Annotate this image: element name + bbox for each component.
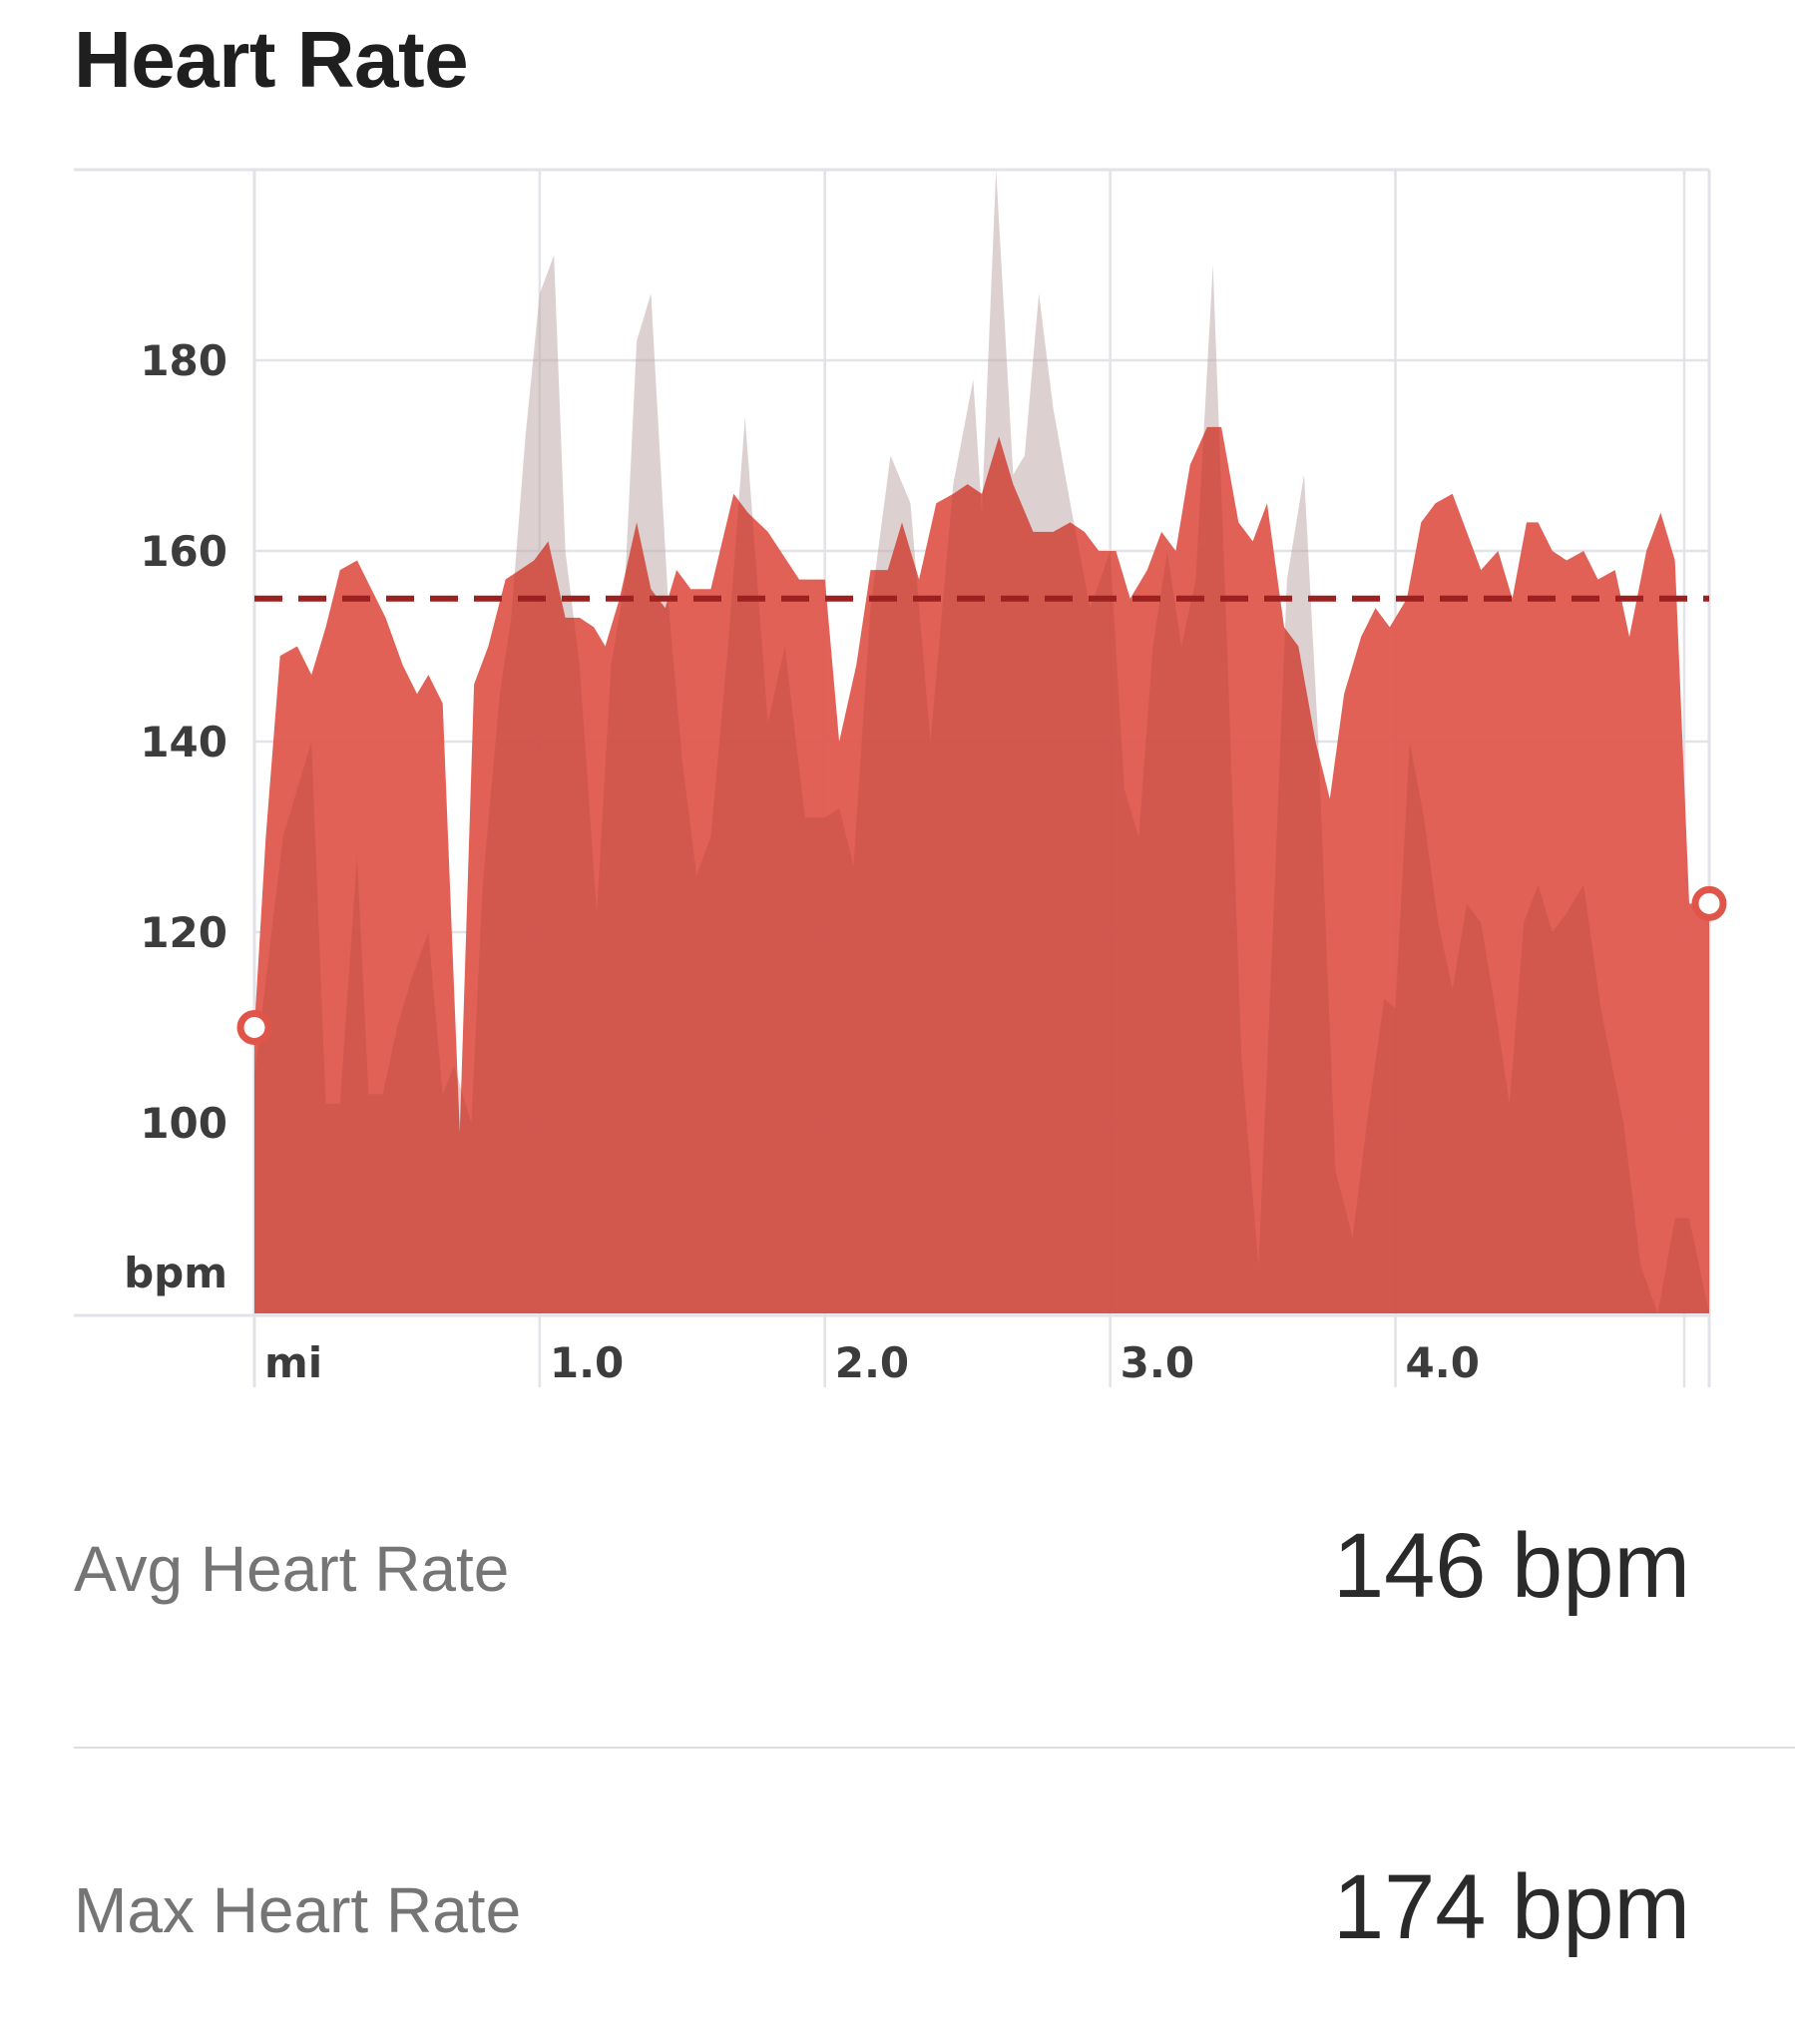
y-tick-160: 160 [140,527,227,576]
chart-areas [254,170,1709,1313]
max-heart-rate-value: 174 bpm [1332,1856,1690,1958]
start-marker [236,1010,272,1045]
area-series-overlap [254,170,1709,1313]
max-heart-rate-label: Max Heart Rate [74,1874,522,1946]
area-series-main [254,426,1709,1313]
x-axis-label: mi [264,1338,322,1387]
x-tick-2.0: 2.0 [835,1338,909,1387]
y-axis-label: bpm [124,1249,227,1297]
end-marker [1691,885,1727,921]
avg-heart-rate-value: 146 bpm [1332,1515,1690,1617]
x-tick-3.0: 3.0 [1121,1338,1194,1387]
chart-markers [236,885,1727,1045]
x-tick-4.0: 4.0 [1406,1338,1480,1387]
avg-heart-rate-label: Avg Heart Rate [74,1533,510,1605]
y-tick-140: 140 [140,718,227,766]
max-heart-rate-row: Max Heart Rate 174 bpm [74,1856,1690,1993]
page-title: Heart Rate [74,15,469,104]
y-tick-180: 180 [140,336,227,385]
avg-heart-rate-row: Avg Heart Rate 146 bpm [74,1515,1690,1652]
x-tick-1.0: 1.0 [550,1338,624,1387]
y-tick-100: 100 [140,1099,227,1148]
stats-divider [74,1747,1795,1749]
y-tick-120: 120 [140,908,227,957]
